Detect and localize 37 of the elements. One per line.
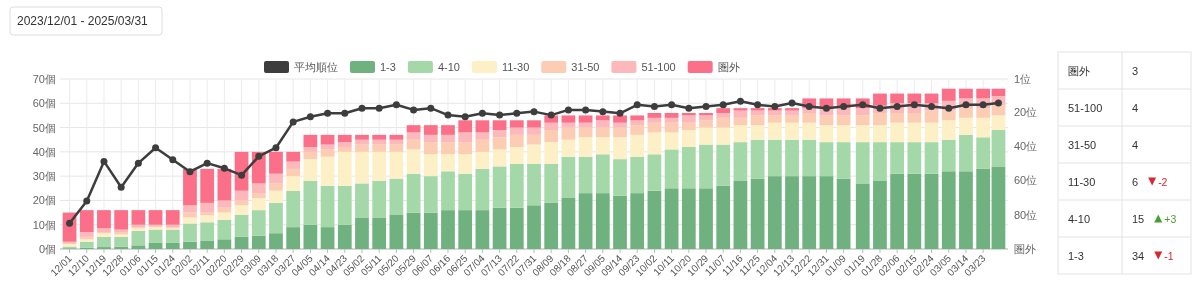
y-tick-label: 10個: [32, 218, 56, 231]
legend-label: 1-3: [380, 61, 396, 73]
legend-label: 11-30: [501, 61, 530, 73]
y-tick-label: 70個: [32, 73, 56, 85]
legend-label: 平均順位: [294, 61, 338, 73]
y2-tick-label: 圏外: [1014, 243, 1036, 255]
y2-tick-label: 1位: [1014, 73, 1032, 85]
data-label: -1: [1164, 249, 1174, 262]
data-label: 15: [1132, 212, 1145, 225]
category-label: 31-50: [1068, 138, 1097, 151]
y-tick-label: 60個: [32, 97, 56, 110]
y2-tick-label: 40位: [1014, 139, 1038, 152]
data-label: 4: [1132, 138, 1139, 151]
legend-label: 31-50: [571, 61, 600, 73]
legend-label: 4-10: [437, 61, 460, 73]
y-tick-label: 30個: [32, 170, 56, 183]
data-label: 4: [1132, 101, 1139, 114]
category-label: 圏外: [1068, 64, 1090, 77]
legend-label: 圏外: [717, 61, 740, 73]
y-tick-label: 40個: [32, 145, 56, 158]
text: 2023/12/01 - 2025/03/31: [17, 14, 149, 28]
data-label: 3: [1132, 64, 1139, 77]
data-label: -2: [1158, 175, 1168, 188]
y-tick-label: 0個: [38, 243, 56, 255]
y-tick-label: 20個: [32, 194, 56, 207]
y-tick-label: 50個: [32, 121, 56, 134]
y2-tick-label: 20位: [1014, 105, 1038, 118]
y2-tick-label: 80位: [1014, 208, 1038, 221]
category-label: 11-30: [1068, 175, 1096, 188]
data-label: 6: [1132, 175, 1139, 188]
category-label: 51-100: [1068, 101, 1103, 114]
y2-tick-label: 60位: [1014, 174, 1038, 187]
data-label: +3: [1164, 212, 1177, 225]
data-label: 34: [1132, 249, 1145, 262]
category-label: 4-10: [1068, 212, 1091, 225]
legend-label: 51-100: [641, 61, 676, 73]
category-label: 1-3: [1068, 249, 1084, 262]
